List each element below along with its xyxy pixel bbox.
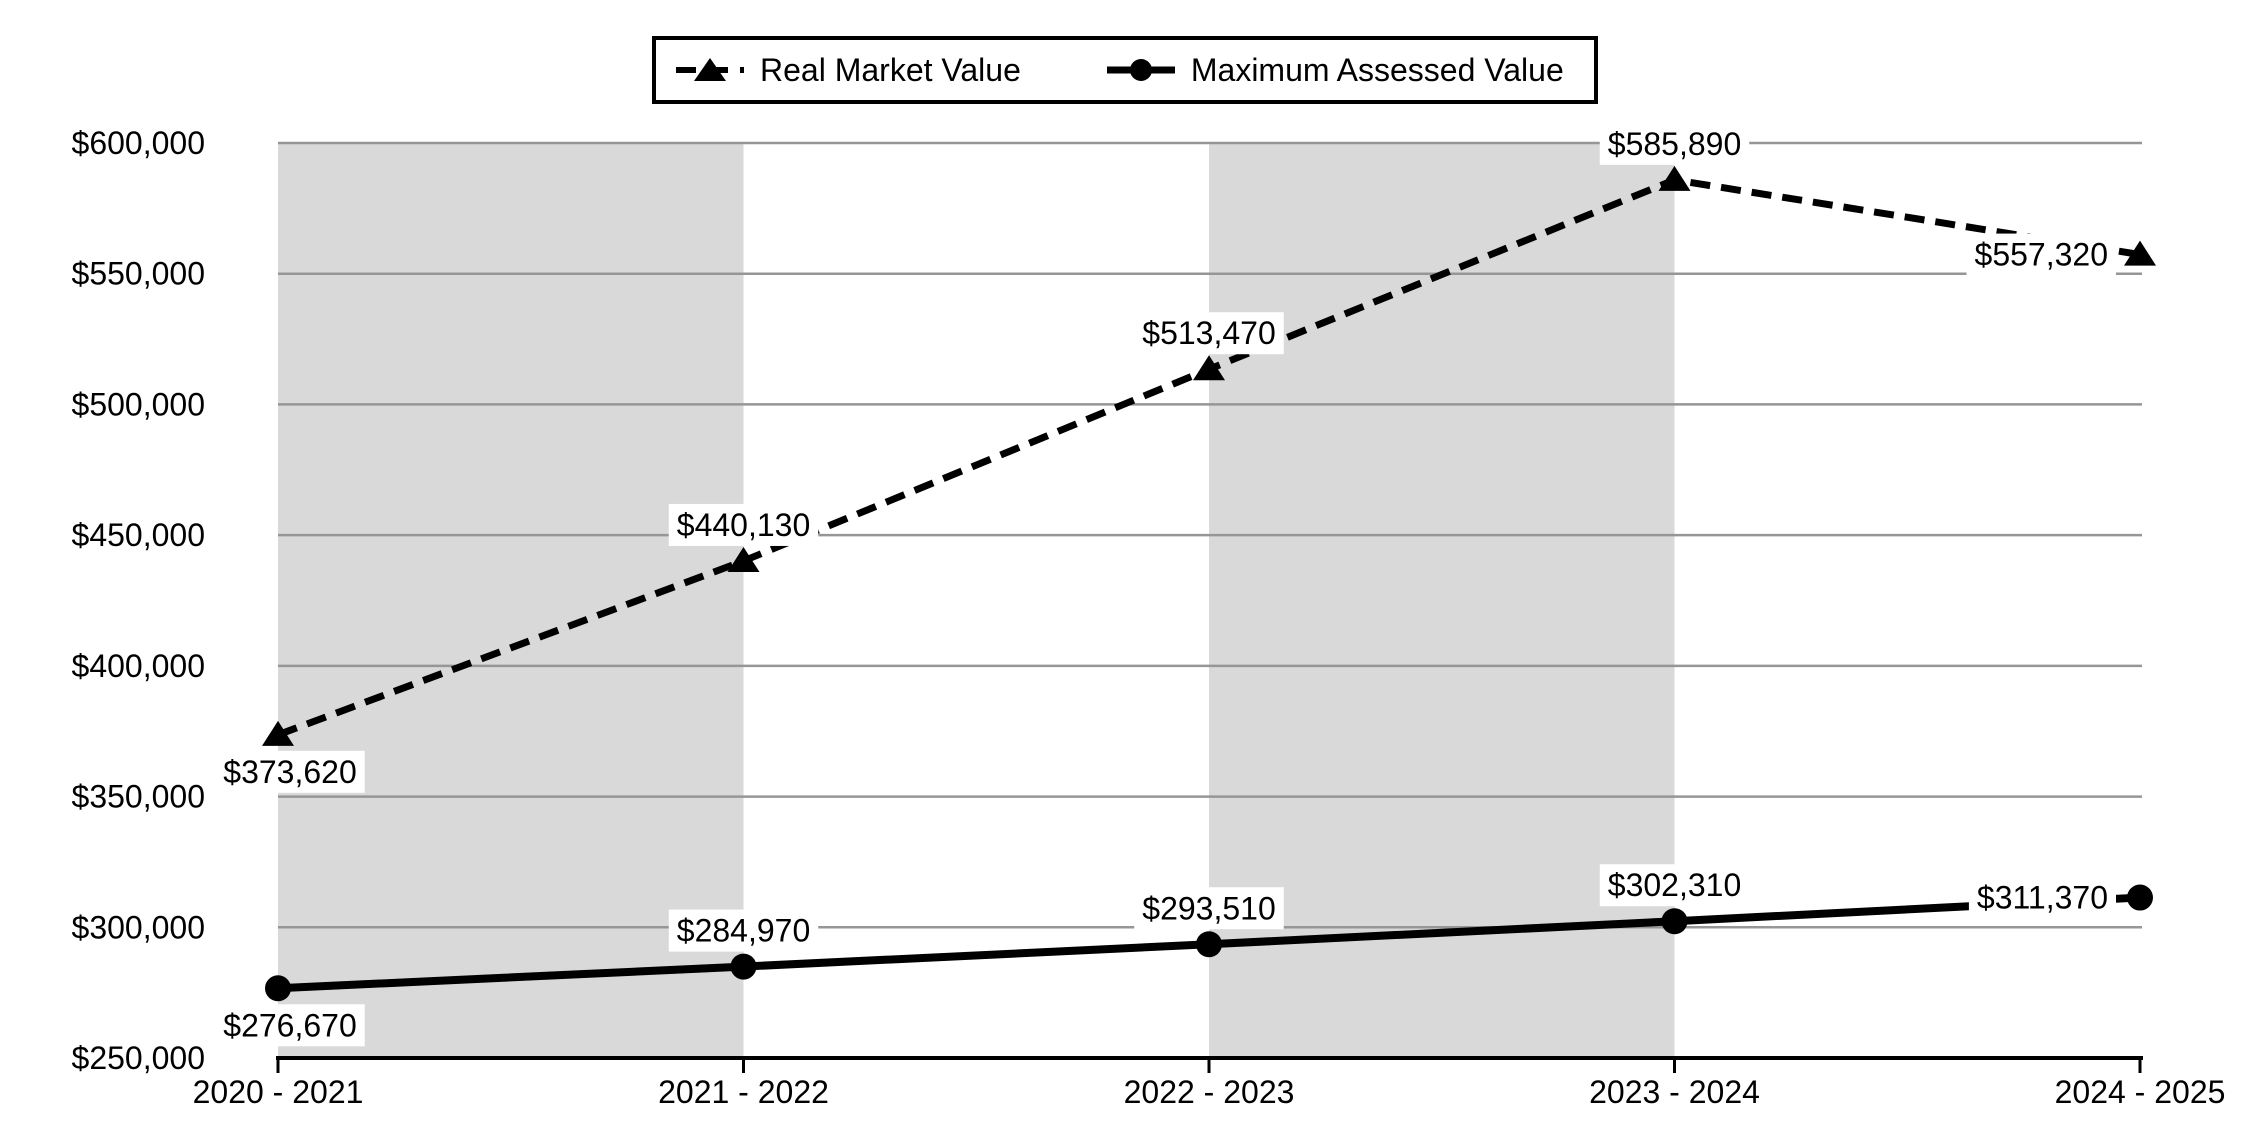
data-label: $440,130	[677, 507, 810, 543]
legend: Real Market Value Maximum Assessed Value	[652, 36, 1598, 104]
plot-band	[278, 144, 744, 1056]
data-label: $276,670	[223, 1007, 356, 1043]
y-axis-label: $300,000	[72, 909, 205, 945]
legend-label-real-market-value: Real Market Value	[760, 51, 1021, 88]
y-axis-label: $550,000	[72, 256, 205, 292]
plot-band	[1209, 144, 1675, 1056]
data-label-background	[1134, 887, 1284, 930]
data-label-background	[215, 750, 365, 793]
data-label: $293,510	[1142, 890, 1275, 926]
x-axis-label: 2021 - 2022	[658, 1074, 829, 1110]
x-axis-label: 2024 - 2025	[2055, 1074, 2226, 1110]
legend-item-maximum-assessed-value: Maximum Assessed Value	[1106, 51, 1564, 89]
data-label-background	[1599, 122, 1750, 165]
y-axis-label: $350,000	[72, 779, 205, 815]
data-label-background	[1134, 312, 1284, 355]
data-label: $302,310	[1608, 867, 1741, 903]
x-axis-label: 2020 - 2021	[193, 1074, 364, 1110]
data-label: $311,370	[1977, 880, 2108, 916]
triangle-marker	[262, 720, 294, 746]
data-label: $284,970	[677, 913, 810, 949]
dashed-line-triangle-marker-icon	[676, 58, 744, 81]
x-axis-label: 2023 - 2024	[1589, 1074, 1760, 1110]
circle-marker	[265, 975, 291, 1002]
data-label-background	[668, 909, 819, 952]
triangle-marker	[727, 546, 760, 572]
data-label: $373,620	[223, 754, 356, 790]
legend-label-maximum-assessed-value: Maximum Assessed Value	[1190, 51, 1564, 88]
y-axis-label: $250,000	[72, 1040, 205, 1076]
data-label-background	[1599, 864, 1750, 907]
y-axis-label: $600,000	[72, 125, 205, 161]
solid-line-circle-marker-icon	[1106, 59, 1175, 81]
circle-marker	[730, 953, 757, 980]
x-axis-label: 2022 - 2023	[1124, 1074, 1295, 1110]
y-axis-label: $400,000	[72, 648, 205, 684]
data-label: $513,470	[1142, 315, 1275, 351]
data-label-background	[1968, 876, 2116, 919]
circle-marker	[1661, 908, 1688, 935]
data-label-background	[215, 1004, 365, 1047]
triangle-marker	[2124, 240, 2156, 266]
triangle-marker	[1193, 355, 1225, 381]
data-label: $557,320	[1975, 237, 2108, 273]
data-label: $585,890	[1608, 126, 1741, 162]
legend-item-real-market-value: Real Market Value	[676, 52, 1021, 89]
data-label-background	[1966, 233, 2116, 276]
triangle-marker	[1658, 165, 1691, 191]
circle-marker	[1196, 931, 1222, 958]
y-axis-label: $500,000	[72, 386, 205, 422]
data-label-background	[668, 503, 819, 546]
circle-marker	[2127, 884, 2153, 911]
y-axis-label: $450,000	[72, 517, 205, 553]
